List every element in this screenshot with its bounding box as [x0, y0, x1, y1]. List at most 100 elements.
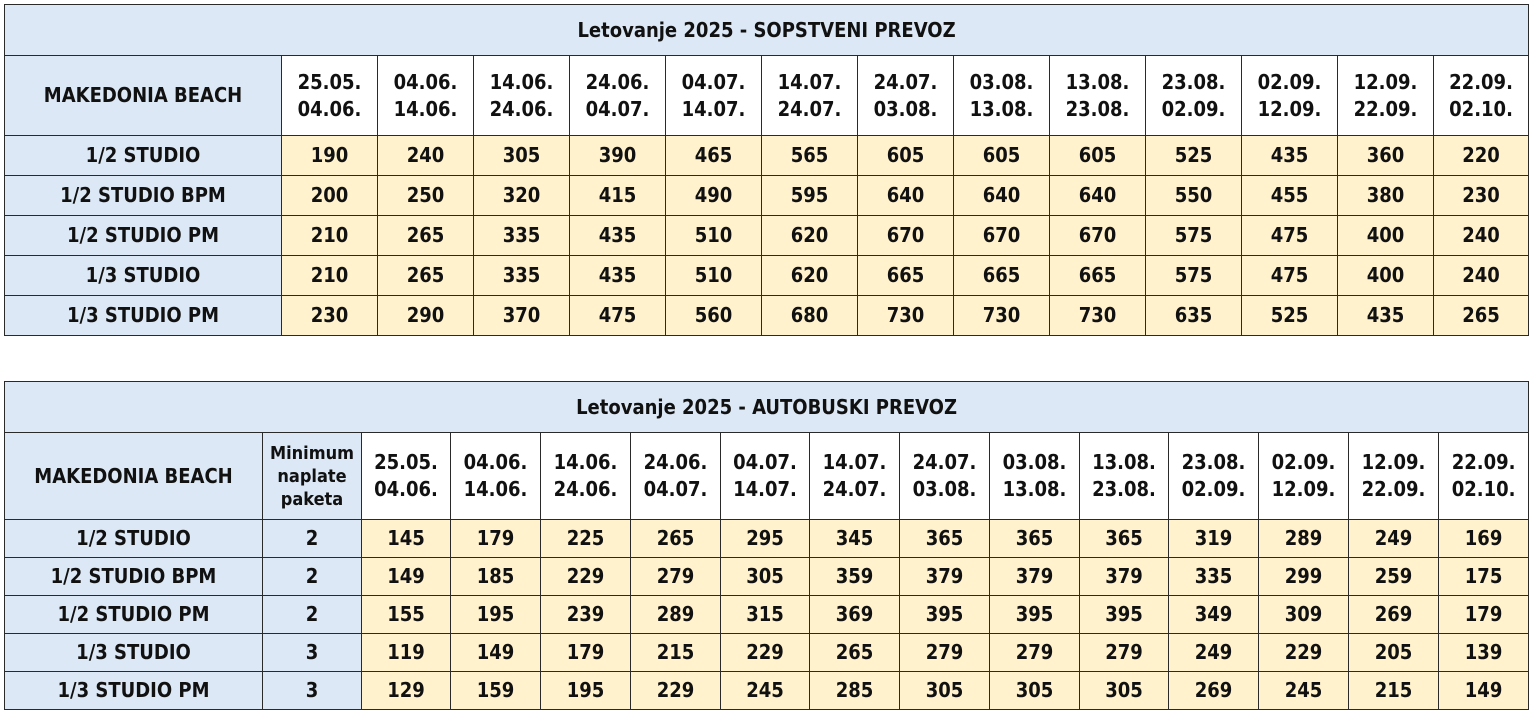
price-cell: 665: [857, 255, 954, 296]
price-cell: 285: [809, 671, 900, 710]
table-row: 1/2 STUDIO BPM 2 149 185 229 279 305 359…: [4, 557, 1530, 596]
price-cell: 395: [899, 595, 990, 634]
table-row: 1/2 STUDIO PM 2 155 195 239 289 315 369 …: [4, 595, 1530, 634]
period-header: 25.05. 04.06.: [281, 55, 378, 136]
price-cell: 240: [1432, 255, 1530, 296]
period-header: 12.09. 22.09.: [1348, 432, 1439, 520]
price-cell: 265: [809, 633, 900, 672]
price-cell: 670: [1049, 215, 1146, 256]
hotel-name-header: MAKEDONIA BEACH: [4, 432, 263, 520]
price-cell: 335: [1168, 557, 1259, 596]
price-cell: 465: [665, 135, 762, 176]
period-header: 03.08. 13.08.: [953, 55, 1050, 136]
price-cell: 230: [1432, 175, 1530, 216]
table-row: 1/3 STUDIO 210 265 335 435 510 620 665 6…: [4, 255, 1530, 296]
price-cell: 265: [377, 215, 474, 256]
price-cell: 145: [361, 519, 451, 558]
price-cell: 240: [1432, 215, 1530, 256]
period-header: 04.06. 14.06.: [377, 55, 474, 136]
price-cell: 185: [450, 557, 541, 596]
price-table-own-transport: Letovanje 2025 - SOPSTVENI PREVOZ MAKEDO…: [3, 4, 1530, 336]
price-cell: 335: [473, 215, 570, 256]
price-cell: 670: [953, 215, 1050, 256]
price-cell: 605: [953, 135, 1050, 176]
room-type-label: 1/3 STUDIO: [4, 633, 263, 672]
price-cell: 190: [281, 135, 378, 176]
price-cell: 640: [857, 175, 954, 216]
price-cell: 265: [1432, 295, 1530, 336]
period-header: 14.07. 24.07.: [761, 55, 858, 136]
price-cell: 225: [540, 519, 631, 558]
price-cell: 229: [1258, 633, 1349, 672]
price-cell: 525: [1145, 135, 1242, 176]
price-cell: 730: [857, 295, 954, 336]
price-cell: 245: [720, 671, 810, 710]
price-cell: 265: [377, 255, 474, 296]
price-cell: 349: [1168, 595, 1259, 634]
period-header: 13.08. 23.08.: [1049, 55, 1146, 136]
price-cell: 279: [989, 633, 1080, 672]
table-row: 1/2 STUDIO PM 210 265 335 435 510 620 67…: [4, 215, 1530, 256]
hotel-name-header: MAKEDONIA BEACH: [4, 55, 282, 136]
price-cell: 279: [1079, 633, 1169, 672]
minimum-packages-cell: 3: [262, 671, 362, 710]
room-type-label: 1/2 STUDIO BPM: [4, 175, 282, 216]
price-cell: 455: [1241, 175, 1338, 216]
table-row: 1/2 STUDIO BPM 200 250 320 415 490 595 6…: [4, 175, 1530, 216]
price-cell: 290: [377, 295, 474, 336]
table-row: 1/2 STUDIO 2 145 179 225 265 295 345 365…: [4, 519, 1530, 558]
price-cell: 565: [761, 135, 858, 176]
price-cell: 249: [1348, 519, 1439, 558]
price-cell: 475: [1241, 255, 1338, 296]
table-row: 1/3 STUDIO PM 3 129 159 195 229 245 285 …: [4, 671, 1530, 710]
price-cell: 335: [473, 255, 570, 296]
price-cell: 159: [450, 671, 541, 710]
price-cell: 240: [377, 135, 474, 176]
price-cell: 305: [473, 135, 570, 176]
table-title: Letovanje 2025 - SOPSTVENI PREVOZ: [3, 4, 1530, 56]
period-header: 13.08. 23.08.: [1079, 432, 1169, 520]
price-cell: 289: [630, 595, 721, 634]
price-cell: 149: [1437, 671, 1530, 710]
price-cell: 620: [761, 255, 858, 296]
price-cell: 195: [450, 595, 541, 634]
price-cell: 400: [1337, 255, 1434, 296]
price-cell: 670: [857, 215, 954, 256]
room-type-label: 1/2 STUDIO BPM: [4, 557, 263, 596]
room-type-label: 1/3 STUDIO PM: [4, 295, 282, 336]
period-header: 25.05. 04.06.: [361, 432, 451, 520]
price-cell: 289: [1258, 519, 1349, 558]
period-header: 23.08. 02.09.: [1145, 55, 1242, 136]
price-cell: 475: [1241, 215, 1338, 256]
price-cell: 279: [630, 557, 721, 596]
price-cell: 239: [540, 595, 631, 634]
price-cell: 205: [1348, 633, 1439, 672]
price-cell: 129: [361, 671, 451, 710]
price-cell: 365: [989, 519, 1080, 558]
price-cell: 435: [1241, 135, 1338, 176]
room-type-label: 1/2 STUDIO PM: [4, 595, 263, 634]
price-cell: 379: [989, 557, 1080, 596]
price-cell: 730: [1049, 295, 1146, 336]
table-row: 1/2 STUDIO 190 240 305 390 465 565 605 6…: [4, 135, 1530, 176]
minimum-packages-cell: 2: [262, 557, 362, 596]
price-cell: 309: [1258, 595, 1349, 634]
period-header: 14.06. 24.06.: [540, 432, 631, 520]
price-cell: 320: [473, 175, 570, 216]
room-type-label: 1/2 STUDIO PM: [4, 215, 282, 256]
price-cell: 490: [665, 175, 762, 216]
period-header: 03.08. 13.08.: [989, 432, 1080, 520]
minimum-packages-header: Minimum naplate paketa: [262, 432, 362, 520]
price-cell: 640: [953, 175, 1050, 216]
price-cell: 595: [761, 175, 858, 216]
price-cell: 279: [899, 633, 990, 672]
price-cell: 575: [1145, 215, 1242, 256]
period-header: 02.09. 12.09.: [1241, 55, 1338, 136]
price-cell: 149: [450, 633, 541, 672]
price-cell: 229: [630, 671, 721, 710]
price-cell: 380: [1337, 175, 1434, 216]
period-header: 23.08. 02.09.: [1168, 432, 1259, 520]
price-cell: 525: [1241, 295, 1338, 336]
price-cell: 665: [1049, 255, 1146, 296]
price-cell: 620: [761, 215, 858, 256]
